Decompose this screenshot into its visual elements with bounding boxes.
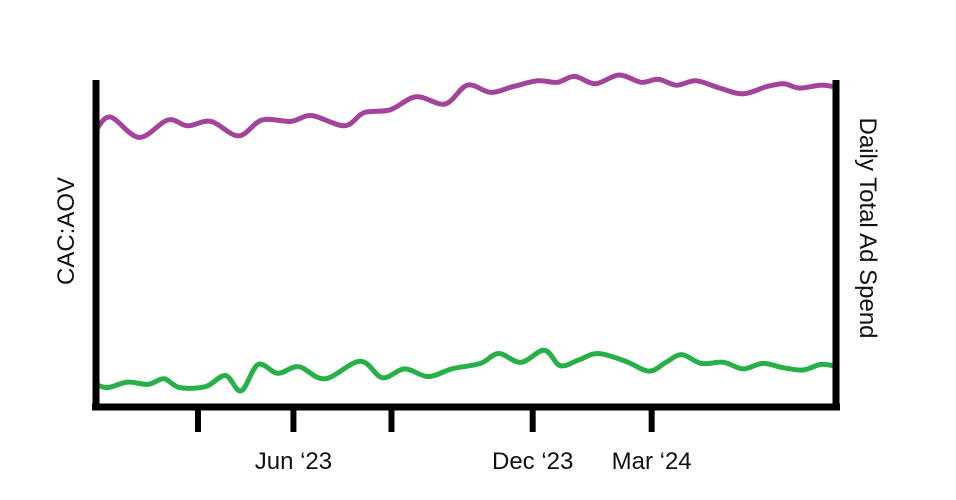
cac-aov-series-line (93, 72, 836, 140)
x-tick-label: Dec ‘23 (492, 448, 573, 475)
x-ticks: Jun ‘23 Dec ‘23 Mar ‘24 (194, 407, 692, 475)
right-y-axis-title: Daily Total Ad Spend (854, 117, 881, 338)
plot-lines (93, 72, 836, 394)
left-y-axis-title: CAC:AOV (53, 177, 80, 285)
axes (92, 80, 840, 411)
x-tick-label: Jun ‘23 (255, 448, 332, 475)
daily-ad-spend-series-line (93, 347, 836, 394)
x-tick-label: Mar ‘24 (612, 448, 692, 475)
